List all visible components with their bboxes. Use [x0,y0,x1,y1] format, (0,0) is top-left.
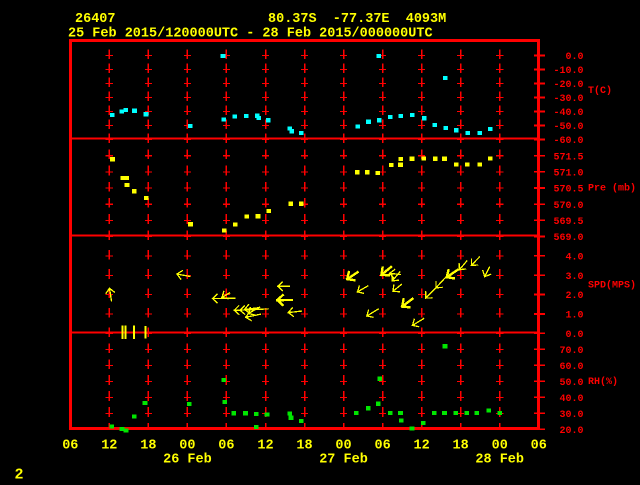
svg-text:18: 18 [140,439,156,454]
svg-text:12: 12 [257,439,273,454]
svg-text:RH(%): RH(%) [588,376,618,388]
svg-text:12: 12 [413,439,429,454]
svg-text:18: 18 [452,439,468,454]
svg-text:26 Feb: 26 Feb [163,452,212,467]
svg-text:30.0: 30.0 [559,410,583,421]
svg-text:25 Feb 2015/120000UTC - 28 Feb: 25 Feb 2015/120000UTC - 28 Feb 2015/0000… [68,26,433,41]
svg-text:06: 06 [531,439,547,454]
svg-text:-30.0: -30.0 [553,94,583,105]
svg-text:06: 06 [62,439,78,454]
svg-text:06: 06 [218,439,234,454]
svg-text:-40.0: -40.0 [553,108,583,119]
svg-text:50.0: 50.0 [559,378,583,389]
svg-text:571.0: 571.0 [553,168,583,179]
svg-text:569.5: 569.5 [553,217,583,228]
svg-text:3.0: 3.0 [565,272,583,283]
svg-text:06: 06 [374,439,390,454]
svg-text:60.0: 60.0 [559,362,583,373]
svg-text:26407: 26407 [75,12,116,27]
svg-text:-10.0: -10.0 [553,66,583,77]
svg-text:27 Feb: 27 Feb [319,452,368,467]
svg-text:00: 00 [179,439,195,454]
svg-text:571.5: 571.5 [553,152,583,163]
svg-text:0.0: 0.0 [565,52,583,63]
svg-text:00: 00 [492,439,508,454]
svg-text:2.0: 2.0 [565,291,583,302]
svg-text:18: 18 [296,439,312,454]
svg-text:70.0: 70.0 [559,346,583,357]
svg-text:570.5: 570.5 [553,185,583,196]
svg-text:-20.0: -20.0 [553,80,583,91]
svg-text:28 Feb: 28 Feb [475,452,524,467]
svg-text:569.0: 569.0 [553,233,583,244]
svg-text:Pre (mb): Pre (mb) [588,183,636,195]
svg-text:0.0: 0.0 [565,330,583,341]
svg-text:570.0: 570.0 [553,201,583,212]
svg-text:-50.0: -50.0 [553,122,583,133]
svg-text:80.37S -77.37E 4093M: 80.37S -77.37E 4093M [268,12,446,27]
svg-text:SPD(MPS): SPD(MPS) [588,280,636,292]
svg-text:2: 2 [15,466,24,480]
svg-text:12: 12 [101,439,117,454]
svg-text:40.0: 40.0 [559,394,583,405]
svg-text:-60.0: -60.0 [553,136,583,147]
svg-text:T(C): T(C) [588,85,612,97]
svg-text:20.0: 20.0 [559,426,583,437]
svg-text:4.0: 4.0 [565,253,583,264]
svg-text:1.0: 1.0 [565,311,583,322]
svg-text:00: 00 [335,439,351,454]
